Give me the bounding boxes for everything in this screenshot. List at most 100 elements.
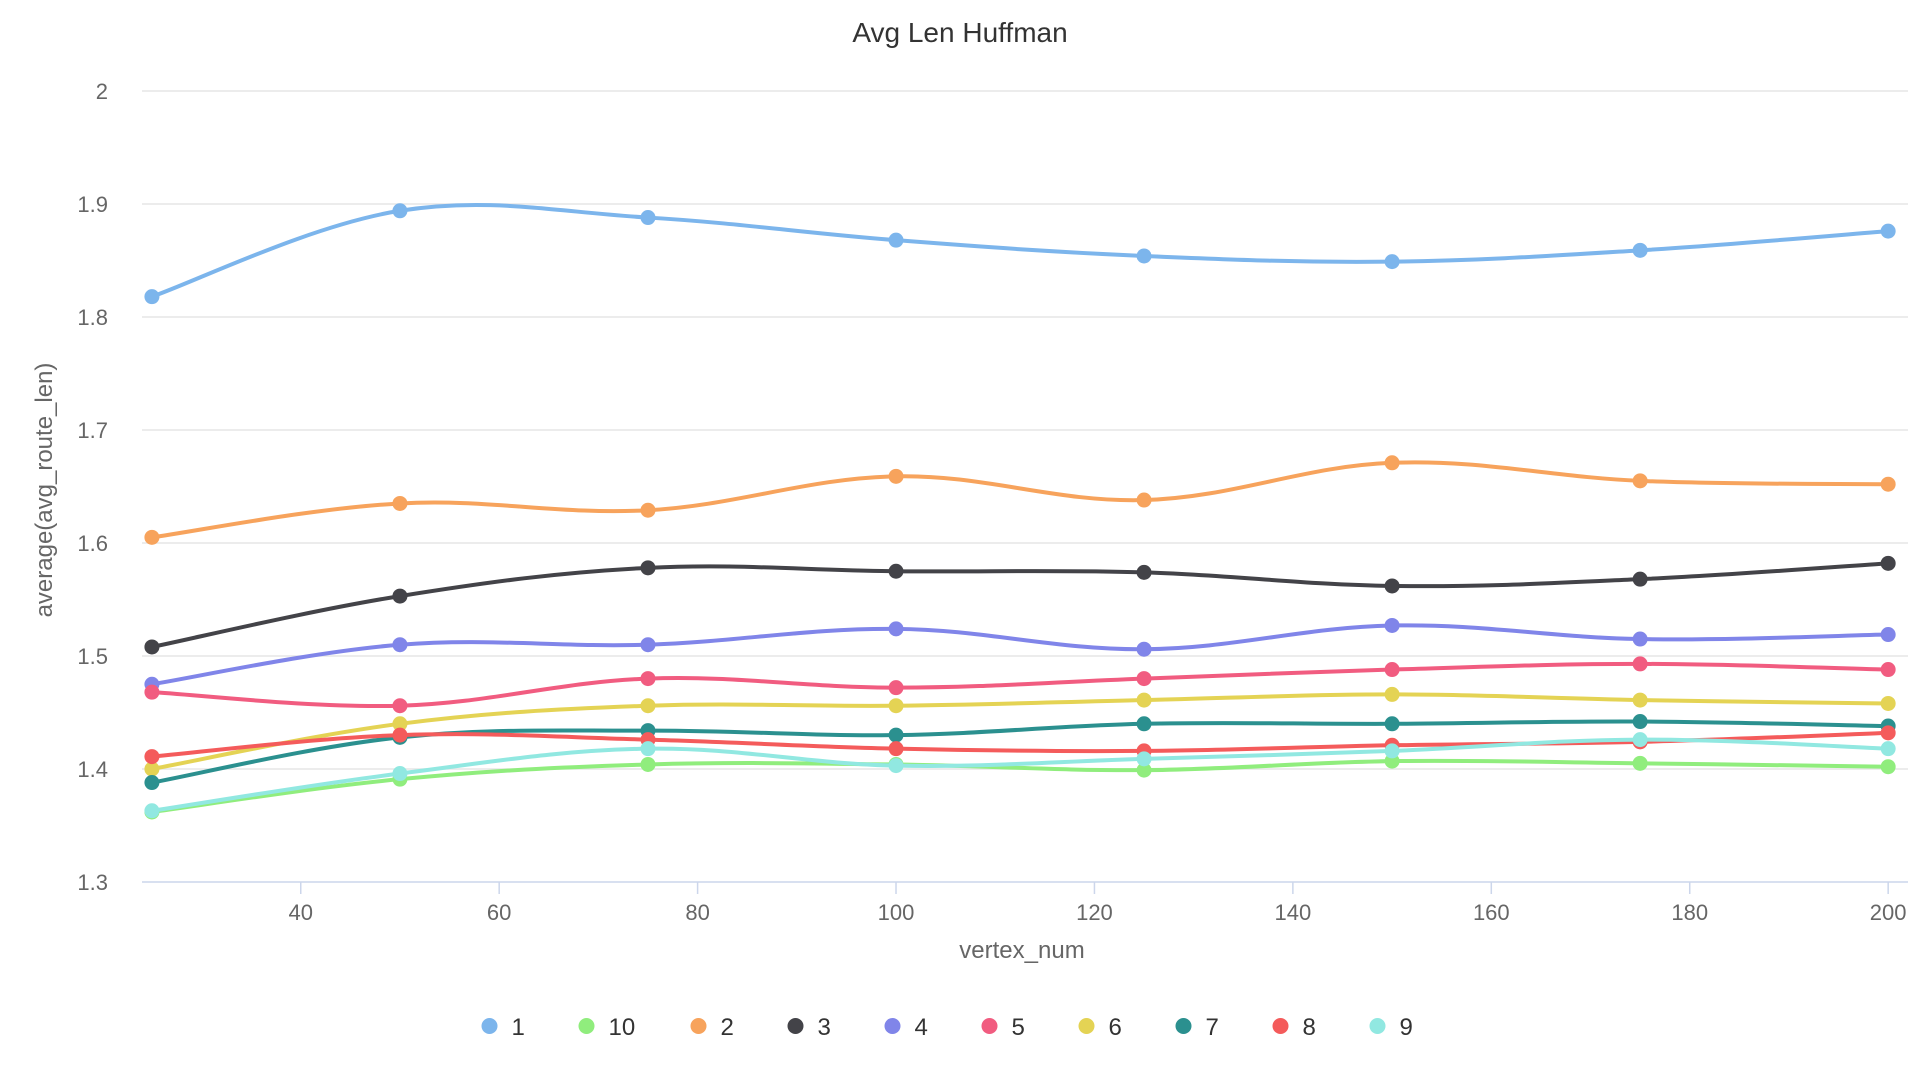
grid-lines bbox=[142, 90, 1908, 770]
data-point-3-200[interactable] bbox=[1880, 555, 1896, 571]
data-point-2-200[interactable] bbox=[1880, 476, 1896, 492]
legend-item-10[interactable]: 10 bbox=[578, 1014, 636, 1041]
legend-label: 7 bbox=[1206, 1014, 1219, 1041]
data-point-3-50[interactable] bbox=[392, 588, 408, 604]
data-point-9-100[interactable] bbox=[888, 758, 904, 774]
legend-label: 6 bbox=[1109, 1014, 1122, 1041]
data-point-9-50[interactable] bbox=[392, 766, 408, 782]
data-point-1-150[interactable] bbox=[1384, 254, 1400, 270]
data-point-3-150[interactable] bbox=[1384, 578, 1400, 594]
data-point-10-200[interactable] bbox=[1880, 759, 1896, 775]
data-point-6-100[interactable] bbox=[888, 698, 904, 714]
data-point-3-25[interactable] bbox=[144, 639, 160, 655]
x-tick-label: 40 bbox=[288, 900, 312, 925]
series-line-5 bbox=[149, 661, 1891, 708]
legend-item-4[interactable]: 4 bbox=[884, 1014, 928, 1041]
data-point-10-125[interactable] bbox=[1136, 762, 1152, 778]
data-point-5-175[interactable] bbox=[1632, 656, 1648, 672]
data-point-1-125[interactable] bbox=[1136, 248, 1152, 264]
data-point-9-75[interactable] bbox=[640, 741, 656, 757]
legend-item-2[interactable]: 2 bbox=[690, 1014, 734, 1041]
data-point-5-125[interactable] bbox=[1136, 671, 1152, 687]
data-point-2-175[interactable] bbox=[1632, 473, 1648, 489]
data-point-9-175[interactable] bbox=[1632, 732, 1648, 748]
legend-item-6[interactable]: 6 bbox=[1078, 1014, 1122, 1041]
data-point-5-100[interactable] bbox=[888, 680, 904, 696]
legend-marker bbox=[981, 1018, 998, 1034]
data-point-6-125[interactable] bbox=[1136, 692, 1152, 708]
legend-marker bbox=[481, 1018, 498, 1034]
data-point-2-150[interactable] bbox=[1384, 455, 1400, 471]
data-point-7-100[interactable] bbox=[888, 727, 904, 743]
legend-item-5[interactable]: 5 bbox=[981, 1014, 1025, 1041]
data-point-5-150[interactable] bbox=[1384, 662, 1400, 678]
data-point-3-175[interactable] bbox=[1632, 571, 1648, 587]
data-point-6-25[interactable] bbox=[144, 761, 160, 777]
data-point-7-25[interactable] bbox=[144, 775, 160, 791]
series-line-6 bbox=[149, 692, 1891, 771]
data-point-7-125[interactable] bbox=[1136, 716, 1152, 732]
data-point-1-100[interactable] bbox=[888, 232, 904, 248]
data-point-4-100[interactable] bbox=[888, 621, 904, 637]
data-point-1-175[interactable] bbox=[1632, 242, 1648, 258]
data-point-2-25[interactable] bbox=[144, 529, 160, 545]
data-point-9-25[interactable] bbox=[144, 803, 160, 819]
data-point-5-75[interactable] bbox=[640, 671, 656, 687]
data-point-8-50[interactable] bbox=[392, 727, 408, 743]
legend-item-3[interactable]: 3 bbox=[787, 1014, 831, 1041]
data-point-4-125[interactable] bbox=[1136, 641, 1152, 657]
series-2 bbox=[144, 455, 1896, 545]
data-point-1-200[interactable] bbox=[1880, 223, 1896, 239]
data-point-5-200[interactable] bbox=[1880, 662, 1896, 678]
data-point-2-125[interactable] bbox=[1136, 492, 1152, 508]
data-point-3-100[interactable] bbox=[888, 563, 904, 579]
legend-item-9[interactable]: 9 bbox=[1369, 1014, 1413, 1041]
data-point-4-175[interactable] bbox=[1632, 631, 1648, 647]
x-tick-label: 140 bbox=[1275, 900, 1312, 925]
data-point-4-50[interactable] bbox=[392, 637, 408, 653]
series-9 bbox=[144, 732, 1896, 819]
legend-label: 3 bbox=[818, 1014, 831, 1041]
data-point-2-50[interactable] bbox=[392, 495, 408, 511]
data-point-6-200[interactable] bbox=[1880, 695, 1896, 711]
data-point-5-50[interactable] bbox=[392, 698, 408, 714]
y-tick-label: 1.4 bbox=[77, 757, 108, 782]
data-point-7-175[interactable] bbox=[1632, 714, 1648, 730]
x-tick-label: 120 bbox=[1076, 900, 1113, 925]
data-point-9-150[interactable] bbox=[1384, 743, 1400, 759]
data-point-4-150[interactable] bbox=[1384, 617, 1400, 633]
data-point-8-25[interactable] bbox=[144, 749, 160, 765]
data-point-1-75[interactable] bbox=[640, 210, 656, 226]
data-point-3-125[interactable] bbox=[1136, 564, 1152, 580]
y-tick-label: 1.3 bbox=[77, 870, 108, 895]
legend-item-1[interactable]: 1 bbox=[481, 1014, 525, 1041]
data-point-8-200[interactable] bbox=[1880, 725, 1896, 741]
data-point-1-50[interactable] bbox=[392, 203, 408, 219]
data-point-1-25[interactable] bbox=[144, 289, 160, 305]
data-point-10-175[interactable] bbox=[1632, 755, 1648, 771]
data-point-9-125[interactable] bbox=[1136, 751, 1152, 767]
data-point-6-150[interactable] bbox=[1384, 686, 1400, 702]
data-point-6-175[interactable] bbox=[1632, 692, 1648, 708]
data-point-10-75[interactable] bbox=[640, 756, 656, 772]
series-line-10 bbox=[149, 758, 1891, 814]
legend-label: 1 bbox=[512, 1014, 525, 1041]
data-point-5-25[interactable] bbox=[144, 684, 160, 700]
data-point-6-75[interactable] bbox=[640, 698, 656, 714]
data-point-6-50[interactable] bbox=[392, 716, 408, 732]
legend-item-8[interactable]: 8 bbox=[1272, 1014, 1316, 1041]
data-point-2-75[interactable] bbox=[640, 502, 656, 518]
data-point-8-100[interactable] bbox=[888, 741, 904, 757]
data-point-4-75[interactable] bbox=[640, 637, 656, 653]
legend-marker bbox=[1272, 1018, 1289, 1034]
legend-marker bbox=[578, 1018, 595, 1034]
y-tick-label: 1.8 bbox=[77, 305, 108, 330]
data-point-7-150[interactable] bbox=[1384, 716, 1400, 732]
data-point-2-100[interactable] bbox=[888, 468, 904, 484]
legend-item-7[interactable]: 7 bbox=[1175, 1014, 1219, 1041]
data-point-4-200[interactable] bbox=[1880, 627, 1896, 643]
data-point-9-200[interactable] bbox=[1880, 741, 1896, 757]
data-point-3-75[interactable] bbox=[640, 560, 656, 576]
